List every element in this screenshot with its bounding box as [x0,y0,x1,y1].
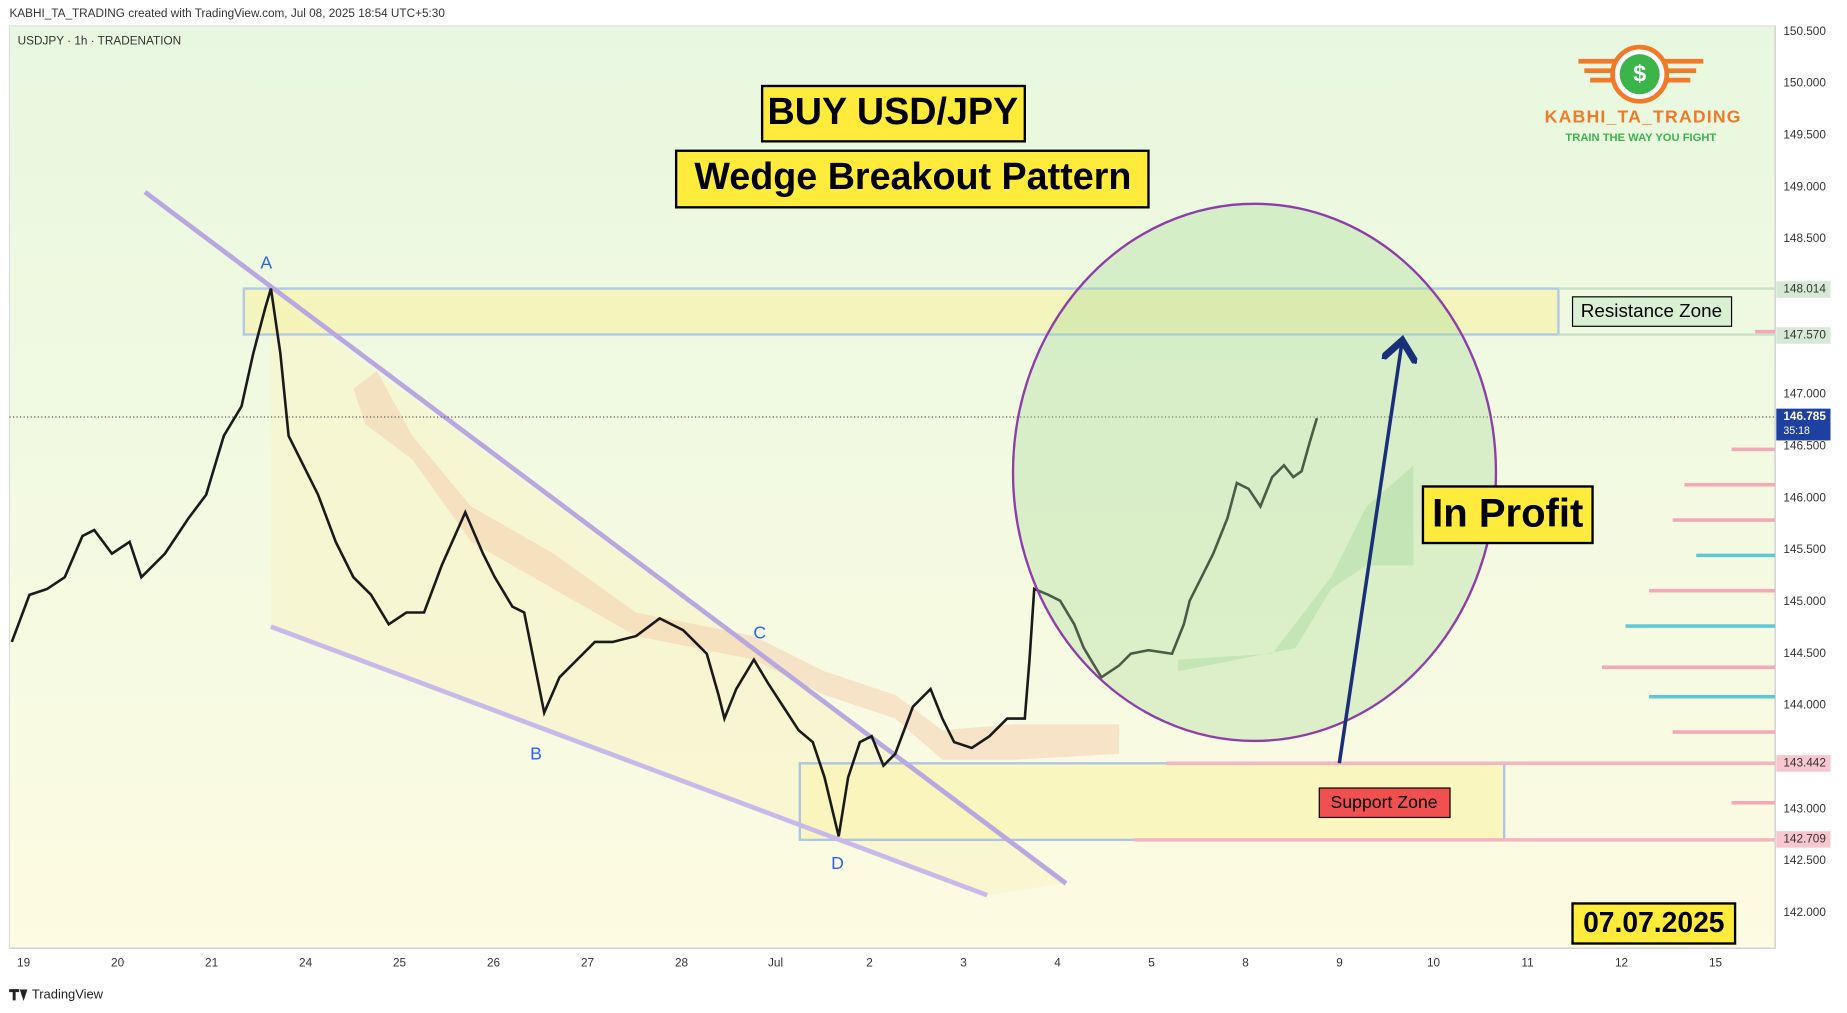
profile-bar [1755,329,1776,334]
symbol-label: USDJPY · 1h · TRADENATION [18,34,181,47]
profile-bar [1696,553,1776,558]
price-tick-label: 145.000 [1783,595,1826,608]
point-label: A [260,253,272,273]
current-price-tag: 146.785 [1783,410,1826,423]
profit-box [1421,485,1594,545]
price-tick-label: 150.000 [1783,77,1826,90]
footer-brand: TradingView [32,987,104,1002]
logo [1578,44,1704,104]
profile-bar [1649,694,1776,699]
date-box [1571,902,1737,945]
time-tick-label: 24 [299,957,313,970]
profile-bar [1731,800,1776,805]
price-tick-label: 143.000 [1783,802,1826,815]
profile-bar [1649,588,1776,593]
volume-profile [1601,329,1776,805]
time-tick-label: 8 [1242,957,1249,970]
price-tick-label: 142.000 [1783,906,1826,919]
price-tag: 142.709 [1783,832,1826,845]
point-label: D [831,853,844,873]
time-tick-label: 20 [111,957,125,970]
profile-bar [1672,518,1776,522]
logo-coin [1619,54,1660,95]
time-tick-label: 4 [1054,957,1061,970]
support-label: Support Zone [1331,792,1438,812]
profile-bar [1672,730,1776,734]
point-label: B [530,744,542,764]
time-tick-label: 25 [393,957,407,970]
time-tick-label: 27 [581,957,594,970]
wedge-upper-line [143,190,1068,886]
logo-icon: $ [1633,61,1646,87]
price-tick-label: 146.500 [1783,440,1826,453]
price-series [10,288,1319,837]
time-tick-label: 12 [1615,957,1628,970]
logo-name: KABHI_TA_TRADING [1545,106,1742,126]
time-tick-label: 9 [1336,957,1343,970]
point-label: C [753,622,766,642]
price-tick-label: 148.500 [1783,232,1826,245]
header-credit: KABHI_TA_TRADING created with TradingVie… [9,7,445,20]
price-tick-label: 142.500 [1783,854,1826,867]
resistance-zone [242,287,1560,336]
price-tick-label: 147.000 [1783,388,1826,401]
highlight-circle-fill [1013,203,1496,741]
profile-bar [1684,482,1776,487]
time-tick-label: 2 [866,957,873,970]
price-tick-label: 149.000 [1783,180,1826,193]
subtitle: Wedge Breakout Pattern [694,155,1131,197]
price-tag: 143.442 [1783,757,1826,770]
profile-bar [1731,447,1776,452]
profit-label: In Profit [1432,492,1583,536]
profile-bar [1601,665,1776,670]
time-tick-label: 19 [17,957,30,970]
price-tag-box [1776,327,1831,344]
time-tick-label: Jul [768,957,783,970]
subtitle-box [674,149,1150,209]
ichimoku-cloud [1177,465,1414,672]
profile-bar [1625,624,1776,628]
price-tag-box [1776,281,1831,298]
time-tick-label: 26 [487,957,501,970]
resistance-label: Resistance Zone [1581,300,1722,321]
price-tag: 147.570 [1783,329,1826,342]
countdown-tag: 35:18 [1783,425,1810,437]
title: BUY USD/JPY [768,90,1019,132]
date-label: 07.07.2025 [1583,906,1724,938]
price-tick-label: 146.000 [1783,491,1826,504]
current-price-box [1776,408,1831,441]
logo-wings [1578,58,1704,83]
resistance-label-box [1571,296,1733,327]
logo-tagline: TRAIN THE WAY YOU FIGHT [1565,132,1716,144]
time-tick-label: 11 [1521,957,1533,970]
highlight-circle [1011,202,1498,743]
price-tick-label: 145.500 [1783,543,1826,556]
time-tick-label: 5 [1148,957,1155,970]
price-tick-label: 144.000 [1783,699,1826,712]
time-tick-label: 3 [960,957,967,970]
time-tick-label: 15 [1709,957,1723,970]
price-tag-box [1776,755,1831,772]
price-tag: 148.014 [1783,283,1826,296]
title-box [760,84,1026,143]
price-tick-label: 150.500 [1783,25,1826,38]
time-tick-label: 10 [1427,957,1441,970]
price-tick-label: 144.500 [1783,647,1826,660]
wedge-fill [270,294,1067,896]
price-tag-box [1776,831,1831,848]
target-arrow [1337,344,1401,764]
price-tick-label: 149.500 [1783,129,1826,142]
wedge-lower-line [270,624,988,898]
footer-logo [9,989,28,1001]
time-tick-label: 28 [675,957,689,970]
support-label-box [1318,787,1451,819]
time-tick-label: 21 [205,957,218,970]
